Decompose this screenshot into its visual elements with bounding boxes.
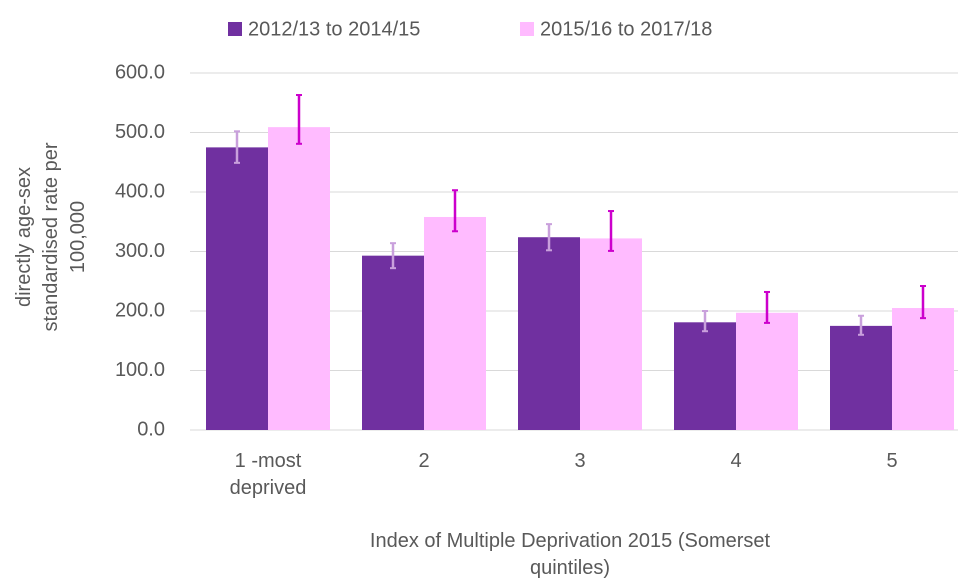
y-tick-label: 500.0 [115,121,165,143]
legend-swatch [228,22,242,36]
y-tick-label: 100.0 [115,359,165,381]
bar [206,147,268,430]
bar [892,308,954,430]
legend-label: 2012/13 to 2014/15 [248,18,420,40]
y-tick-label: 200.0 [115,299,165,321]
bar [268,127,330,431]
legend-label: 2015/16 to 2017/18 [540,18,712,40]
bar [362,255,424,430]
y-tick-label: 600.0 [115,61,165,83]
y-tick-label: 400.0 [115,180,165,202]
bar [830,325,892,430]
x-tick-label: 5 [886,450,898,472]
bar [424,216,486,430]
legend-swatch [520,22,534,36]
x-tick-label: 2 [418,450,430,472]
x-tick-label: 3 [574,450,586,472]
bar [580,238,642,430]
y-tick-label: 0.0 [137,418,165,440]
x-tick-label: 4 [730,450,742,472]
x-axis-title: Index of Multiple Deprivation 2015 (Some… [369,530,771,579]
y-axis-title: directly age-sex standardised rate per 1… [13,142,89,332]
bar [736,312,798,430]
bar [674,322,736,430]
x-tick-label: 1 -most deprived [229,450,307,499]
bar [518,237,580,430]
y-tick-label: 300.0 [115,240,165,262]
